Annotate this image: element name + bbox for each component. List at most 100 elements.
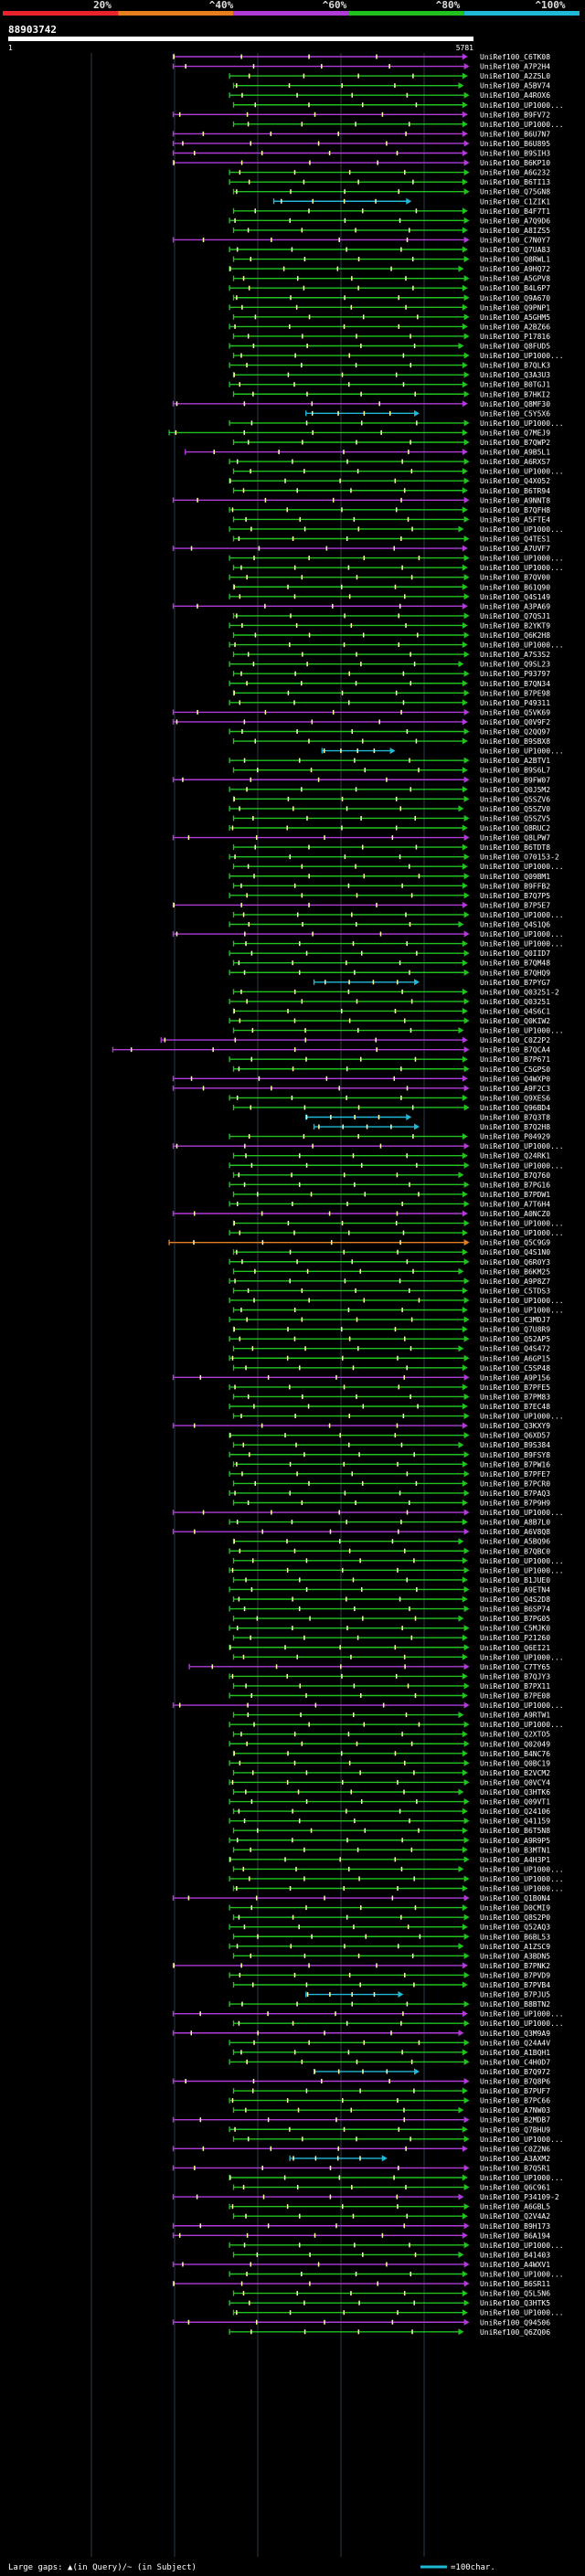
hit-label[interactable]: UniRef100_P17816 (480, 333, 550, 341)
hit-label[interactable]: UniRef100_A7UVF7 (480, 545, 550, 553)
hit-label[interactable]: UniRef100_B7QFH8 (480, 506, 550, 514)
hit-label[interactable]: UniRef100_UP1000... (480, 2271, 564, 2279)
hit-label[interactable]: UniRef100_A5BV74 (480, 82, 550, 90)
hit-label[interactable]: UniRef100_B6BL53 (480, 1933, 550, 1941)
hit-label[interactable]: UniRef100_B7HKI2 (480, 390, 550, 398)
hit-label[interactable]: UniRef100_UP1000... (480, 419, 564, 428)
hit-label[interactable]: UniRef100_D0CMI9 (480, 1904, 550, 1913)
hit-label[interactable]: UniRef100_B7PUF7 (480, 2087, 550, 2095)
hit-label[interactable]: UniRef100_Q8MF30 (480, 400, 550, 408)
hit-label[interactable]: UniRef100_Q4TES1 (480, 535, 550, 544)
hit-label[interactable]: UniRef100_A3BDN5 (480, 1952, 550, 1960)
hit-label[interactable]: UniRef100_P49311 (480, 699, 550, 707)
hit-label[interactable]: UniRef100_B7Q3T8 (480, 1114, 550, 1122)
hit-label[interactable]: UniRef100_UP1000... (480, 468, 564, 476)
hit-label[interactable]: UniRef100_P21260 (480, 1634, 550, 1642)
hit-label[interactable]: UniRef100_B7PYG7 (480, 979, 550, 987)
hit-label[interactable]: UniRef100_A9HQ72 (480, 265, 550, 273)
hit-label[interactable]: UniRef100_UP1000... (480, 1701, 564, 1710)
hit-label[interactable]: UniRef100_Q09BM1 (480, 873, 550, 881)
hit-label[interactable]: UniRef100_B7QV00 (480, 574, 550, 582)
hit-label[interactable]: UniRef100_Q6ZQ06 (480, 2328, 550, 2337)
hit-label[interactable]: UniRef100_B7Q8P6 (480, 2078, 550, 2086)
hit-label[interactable]: UniRef100_B7PC66 (480, 2097, 550, 2105)
hit-label[interactable]: UniRef100_Q9A670 (480, 294, 550, 302)
hit-label[interactable]: UniRef100_B6U7N7 (480, 130, 550, 138)
hit-label[interactable]: UniRef100_B7P9H9 (480, 1500, 550, 1508)
hit-label[interactable]: UniRef100_B9SBX8 (480, 737, 550, 746)
hit-label[interactable]: UniRef100_UP1000... (480, 1161, 564, 1170)
hit-label[interactable]: UniRef100_B7P671 (480, 1055, 550, 1064)
hit-label[interactable]: UniRef100_B7QJY3 (480, 1672, 550, 1680)
hit-label[interactable]: UniRef100_B6SR11 (480, 2280, 550, 2288)
hit-label[interactable]: UniRef100_UP1000... (480, 1027, 564, 1035)
hit-label[interactable]: UniRef100_Q4S6C1 (480, 1007, 550, 1015)
hit-label[interactable]: UniRef100_B6KP10 (480, 159, 550, 167)
hit-label[interactable]: UniRef100_UP1000... (480, 2309, 564, 2317)
hit-label[interactable]: UniRef100_B61Q90 (480, 583, 550, 591)
hit-label[interactable]: UniRef100_B7PG05 (480, 1615, 550, 1623)
hit-label[interactable]: UniRef100_C5Y5X6 (480, 409, 550, 418)
hit-label[interactable]: UniRef100_A9B5L1 (480, 449, 550, 457)
hit-label[interactable]: UniRef100_A9ETN4 (480, 1585, 550, 1594)
hit-label[interactable]: UniRef100_Q4X052 (480, 477, 550, 485)
hit-label[interactable]: UniRef100_B9FV72 (480, 111, 550, 119)
hit-label[interactable]: UniRef100_A6GP15 (480, 1354, 550, 1362)
hit-label[interactable]: UniRef100_B7PW16 (480, 1460, 550, 1468)
hit-label[interactable]: UniRef100_A4WXV1 (480, 2261, 550, 2269)
hit-label[interactable]: UniRef100_Q52AP5 (480, 1335, 550, 1343)
hit-label[interactable]: UniRef100_UP1000... (480, 1566, 564, 1574)
hit-label[interactable]: UniRef100_C5SP48 (480, 1364, 550, 1373)
hit-label[interactable]: UniRef100_A9RTW1 (480, 1712, 550, 1720)
hit-label[interactable]: UniRef100_A6V8Q8 (480, 1528, 550, 1536)
hit-label[interactable]: UniRef100_B41403 (480, 2251, 550, 2259)
hit-label[interactable]: UniRef100_Q02049 (480, 1740, 550, 1748)
hit-label[interactable]: UniRef100_Q8LPW7 (480, 834, 550, 843)
hit-label[interactable]: UniRef100_A6G232 (480, 169, 550, 177)
hit-label[interactable]: UniRef100_UP1000... (480, 747, 564, 756)
hit-label[interactable]: UniRef100_Q03251 (480, 998, 550, 1006)
hit-label[interactable]: UniRef100_Q7UA83 (480, 246, 550, 254)
hit-label[interactable]: UniRef100_UP1000... (480, 121, 564, 129)
hit-label[interactable]: UniRef100_A1ZSC9 (480, 1943, 550, 1951)
hit-label[interactable]: UniRef100_B2VCM2 (480, 1769, 550, 1777)
hit-label[interactable]: UniRef100_Q96BD4 (480, 1104, 550, 1112)
hit-label[interactable]: UniRef100_Q0VCY4 (480, 1778, 550, 1786)
hit-label[interactable]: UniRef100_A7P2H4 (480, 63, 550, 71)
hit-label[interactable]: UniRef100_Q8S2P0 (480, 1913, 550, 1922)
hit-label[interactable]: UniRef100_B7QN34 (480, 680, 550, 688)
hit-label[interactable]: UniRef100_UP1000... (480, 2242, 564, 2250)
hit-label[interactable]: UniRef100_B9FSY8 (480, 1451, 550, 1459)
hit-label[interactable]: UniRef100_A3PA69 (480, 602, 550, 610)
hit-label[interactable]: UniRef100_Q4S472 (480, 1345, 550, 1353)
hit-label[interactable]: UniRef100_B7PVD9 (480, 1971, 550, 1979)
hit-label[interactable]: UniRef100_Q6C961 (480, 2184, 550, 2192)
hit-label[interactable]: UniRef100_C7TY65 (480, 1663, 550, 1671)
hit-label[interactable]: UniRef100_UP1000... (480, 1885, 564, 1893)
hit-label[interactable]: UniRef100_Q5SZV0 (480, 805, 550, 813)
hit-label[interactable]: UniRef100_Q8FUD5 (480, 343, 550, 351)
hit-label[interactable]: UniRef100_UP1000... (480, 1307, 564, 1315)
hit-label[interactable]: UniRef100_B4L6P7 (480, 284, 550, 292)
hit-label[interactable]: UniRef100_UP1000... (480, 1865, 564, 1873)
hit-label[interactable]: UniRef100_Q03251-2 (480, 988, 559, 996)
hit-label[interactable]: UniRef100_Q7MEJ9 (480, 429, 550, 437)
hit-label[interactable]: UniRef100_B7PCR0 (480, 1479, 550, 1488)
hit-label[interactable]: UniRef100_B7PG16 (480, 1181, 550, 1189)
hit-label[interactable]: UniRef100_B8BTN2 (480, 2000, 550, 2009)
hit-label[interactable]: UniRef100_Q4S149 (480, 593, 550, 601)
hit-label[interactable]: UniRef100_Q3KXY9 (480, 1422, 550, 1430)
hit-label[interactable]: UniRef100_P34109-2 (480, 2193, 559, 2201)
hit-label[interactable]: UniRef100_Q6EI21 (480, 1644, 550, 1652)
hit-label[interactable]: UniRef100_P04929 (480, 1133, 550, 1141)
hit-label[interactable]: UniRef100_UP1000... (480, 1142, 564, 1150)
hit-label[interactable]: UniRef100_O70153-2 (480, 853, 559, 862)
hit-label[interactable]: UniRef100_A8B7L0 (480, 1519, 550, 1527)
hit-label[interactable]: UniRef100_B7PX11 (480, 1682, 550, 1691)
hit-label[interactable]: UniRef100_A7S3S2 (480, 651, 550, 659)
hit-label[interactable]: UniRef100_Q7QSJ1 (480, 612, 550, 620)
hit-label[interactable]: UniRef100_A2Z5L0 (480, 72, 550, 80)
hit-label[interactable]: UniRef100_B7QBC0 (480, 1547, 550, 1555)
hit-label[interactable]: UniRef100_A7Q9D6 (480, 217, 550, 225)
hit-label[interactable]: UniRef100_Q2QQ97 (480, 728, 550, 737)
